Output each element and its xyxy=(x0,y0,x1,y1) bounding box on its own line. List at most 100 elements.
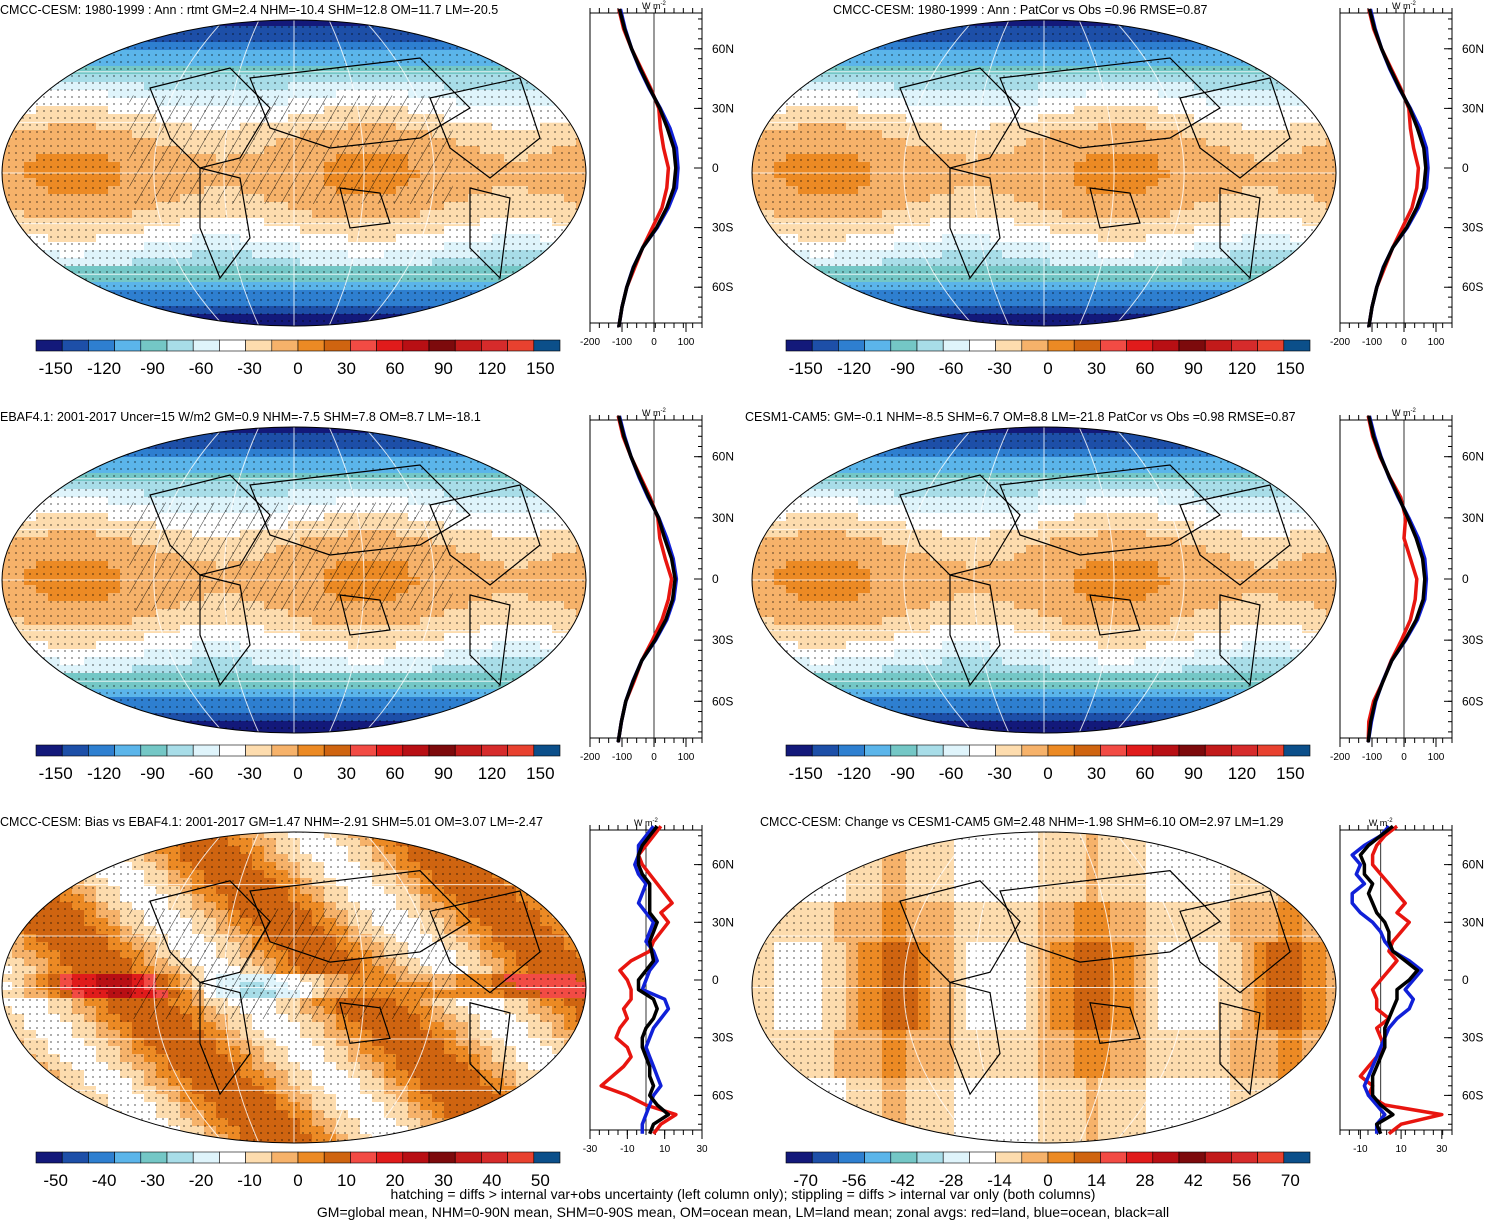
map-cell xyxy=(1206,306,1219,315)
map-cell xyxy=(552,298,565,307)
map-cell xyxy=(1194,34,1207,43)
map-cell xyxy=(24,314,37,323)
map-cell xyxy=(60,441,73,450)
x-tick-label: 100 xyxy=(1428,337,1445,348)
map-cell xyxy=(1326,242,1336,251)
map-cell xyxy=(1194,20,1207,27)
map-cell xyxy=(2,26,13,35)
map-cell xyxy=(576,74,586,83)
map-cell xyxy=(1314,258,1327,267)
map-cell xyxy=(132,433,145,442)
map-cell xyxy=(384,322,397,326)
map-cell xyxy=(774,250,787,259)
coastline xyxy=(1179,77,1291,179)
map-cell xyxy=(12,98,25,107)
map-cell xyxy=(420,433,433,442)
map-cell xyxy=(60,282,73,291)
map-cell xyxy=(870,20,883,27)
map-cell xyxy=(12,298,25,307)
map-cell xyxy=(12,306,25,315)
map-cell xyxy=(516,274,529,283)
map-cell xyxy=(846,20,859,27)
colorbar-swatch xyxy=(1204,339,1232,352)
map-cell xyxy=(576,42,586,51)
map-cell xyxy=(774,314,787,323)
map-cell xyxy=(1242,306,1255,315)
map-cell xyxy=(552,274,565,283)
colorbar-tick-label: 30 xyxy=(1087,359,1106,378)
map-cell xyxy=(774,322,787,326)
map-cell xyxy=(1302,250,1315,259)
map-cell xyxy=(810,58,823,67)
colorbar-swatch xyxy=(271,339,299,352)
map-cell xyxy=(48,441,61,450)
map-cell xyxy=(846,306,859,315)
map-cell xyxy=(108,298,121,307)
map-cell xyxy=(60,298,73,307)
map-cell xyxy=(468,298,481,307)
map-cell xyxy=(834,298,847,307)
map-cell xyxy=(12,465,25,474)
map-cell xyxy=(480,449,493,458)
map-cell xyxy=(72,322,85,326)
map-cell xyxy=(36,34,49,43)
map-cell xyxy=(468,427,481,434)
colorbar-swatch xyxy=(481,339,508,352)
map-cell xyxy=(1314,282,1327,291)
map-cell xyxy=(384,427,397,434)
map-cell xyxy=(1266,66,1279,75)
map-cell xyxy=(1314,26,1327,35)
map-cell xyxy=(36,74,49,83)
map-cell xyxy=(1254,58,1267,67)
map-cell xyxy=(108,306,121,315)
map-cell xyxy=(1242,26,1255,35)
map-cell xyxy=(96,26,109,35)
map-cell xyxy=(752,250,763,259)
map-cell xyxy=(12,58,25,67)
world-map xyxy=(1,19,587,327)
map-cell xyxy=(882,34,895,43)
map-cell xyxy=(846,42,859,51)
map-cell xyxy=(2,529,13,538)
colorbar-tick-label: -30 xyxy=(237,359,262,378)
map-cell xyxy=(1206,34,1219,43)
map-cell xyxy=(156,433,169,442)
map-cell xyxy=(752,42,763,51)
colorbar-swatch xyxy=(402,339,430,352)
map-cell xyxy=(1170,20,1183,27)
map-cell xyxy=(72,314,85,323)
x-tick-label: -200 xyxy=(580,337,600,348)
coastline xyxy=(249,57,471,149)
map-cell xyxy=(1218,306,1231,315)
map-cell xyxy=(846,34,859,43)
map-cell xyxy=(468,433,481,442)
map-cell xyxy=(552,34,565,43)
map-cell xyxy=(1290,50,1303,59)
map-cell xyxy=(552,306,565,315)
map-cell xyxy=(798,34,811,43)
map-cell xyxy=(96,322,109,326)
map-cell xyxy=(576,473,586,482)
map-cell xyxy=(36,66,49,75)
map-cell xyxy=(552,322,565,326)
map-cell xyxy=(1314,20,1327,27)
map-cell xyxy=(1290,66,1303,75)
map-cell xyxy=(1302,306,1315,315)
zonal-unit-label: W m-2 xyxy=(1392,1,1416,11)
map-cell xyxy=(1290,322,1303,326)
map-cell xyxy=(2,90,13,99)
map-cell xyxy=(1278,66,1291,75)
map-cell xyxy=(432,26,445,35)
map-cell xyxy=(752,266,763,275)
map-cell xyxy=(1218,322,1231,326)
map-cell xyxy=(1278,290,1291,299)
map-cell xyxy=(72,58,85,67)
map-cell xyxy=(2,234,13,243)
colorbar-swatch xyxy=(1231,339,1258,352)
colorbar-swatch xyxy=(454,339,482,352)
map-cell xyxy=(468,306,481,315)
map-cell xyxy=(798,322,811,326)
map-cell xyxy=(564,58,577,67)
map-cell xyxy=(1290,290,1303,299)
map-cell xyxy=(48,58,61,67)
